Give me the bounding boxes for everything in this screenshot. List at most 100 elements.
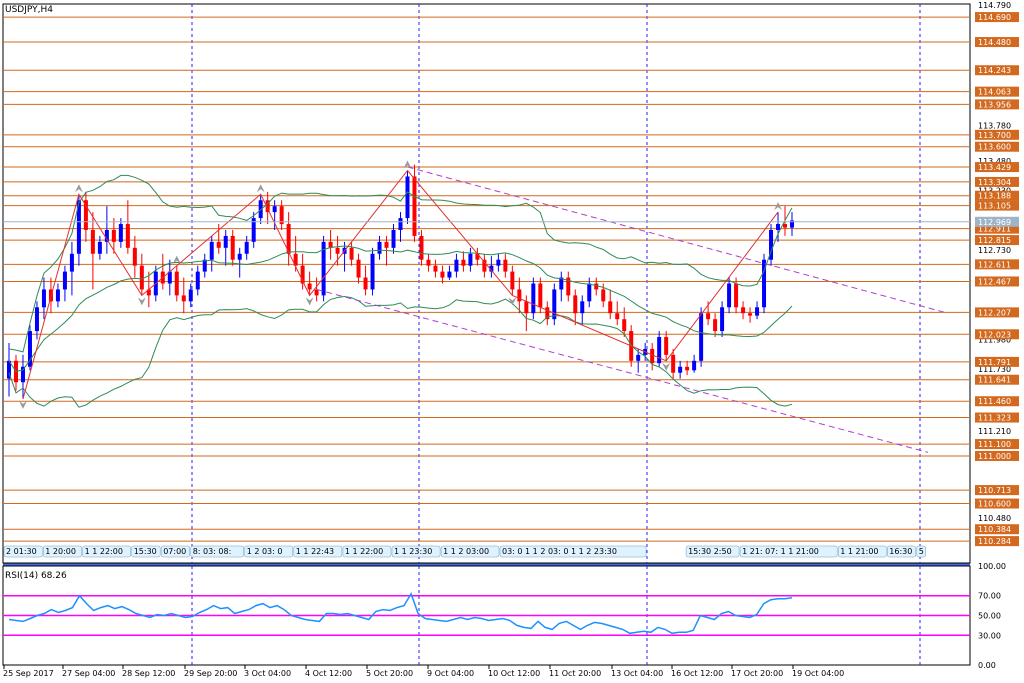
candle-body-41 bbox=[293, 253, 298, 266]
rsi-axis-label: 70.00 bbox=[978, 592, 1001, 601]
candle-body-54 bbox=[384, 241, 389, 248]
level-badge-text: 114.243 bbox=[978, 66, 1011, 75]
time-mark-text: 8: 03: 08: bbox=[193, 547, 232, 556]
candle-body-24 bbox=[174, 271, 179, 296]
candle-body-64 bbox=[454, 259, 459, 272]
level-badge-26 bbox=[975, 536, 1019, 547]
candle-body-83 bbox=[587, 283, 592, 302]
candle-body-25 bbox=[181, 295, 186, 302]
candle-body-88 bbox=[622, 319, 627, 332]
time-mark-15 bbox=[887, 545, 917, 558]
candle-body-20 bbox=[146, 289, 151, 296]
level-badge-text: 112.467 bbox=[978, 277, 1011, 286]
level-badge-text: 114.480 bbox=[978, 38, 1011, 47]
candle-body-71 bbox=[503, 259, 508, 272]
time-mark-0 bbox=[3, 545, 43, 558]
level-badge-text: 111.460 bbox=[978, 397, 1011, 406]
candle-body-53 bbox=[377, 241, 382, 254]
level-badge-text: 113.304 bbox=[978, 178, 1011, 187]
main-price-pane[interactable]: 114.790 114.690 114.480 114.243 114.063 113.9… bbox=[2, 1, 1019, 566]
candle-body-108 bbox=[762, 259, 767, 308]
level-badge-text: 111.791 bbox=[978, 358, 1011, 367]
level-badge-text: 113.105 bbox=[978, 202, 1011, 211]
candle-body-61 bbox=[433, 265, 438, 272]
level-badge-17 bbox=[975, 356, 1019, 367]
candle-body-18 bbox=[132, 247, 137, 266]
time-mark-text: 1 1 21:00 bbox=[840, 547, 878, 556]
candle-body-97 bbox=[685, 366, 690, 371]
time-mark-5 bbox=[190, 545, 244, 558]
candle-body-10 bbox=[76, 200, 81, 254]
date-axis-label: 10 Oct 12:00 bbox=[488, 669, 540, 678]
candle-body-60 bbox=[426, 259, 431, 266]
date-axis-label: 3 Oct 04:00 bbox=[244, 669, 291, 678]
level-badge-14 bbox=[975, 276, 1019, 287]
candle-body-56 bbox=[398, 218, 403, 230]
level-badge-22 bbox=[975, 450, 1019, 461]
time-mark-6 bbox=[244, 545, 294, 558]
candle-body-110 bbox=[776, 224, 781, 230]
candle-body-74 bbox=[524, 301, 529, 314]
level-badge-text: 111.000 bbox=[978, 452, 1011, 461]
time-mark-text: 1 2 03: 0 bbox=[247, 547, 283, 556]
level-badge-25 bbox=[975, 524, 1019, 535]
candle-body-111 bbox=[783, 224, 788, 228]
level-badge-text: 112.207 bbox=[978, 308, 1011, 317]
time-mark-text: 2 01:30 bbox=[6, 547, 37, 556]
fractal-up-arrow-6 bbox=[403, 160, 412, 169]
time-mark-text: 03: 0 1 1 2 03: 0 1 1 2 23:30 bbox=[502, 547, 617, 556]
level-badge-3 bbox=[975, 86, 1019, 97]
candle-body-2 bbox=[20, 366, 25, 383]
rsi-axis-label: 50.00 bbox=[978, 612, 1001, 621]
fractal-up-arrow-4 bbox=[256, 184, 265, 193]
level-badge-text: 114.063 bbox=[978, 88, 1011, 97]
candle-body-92 bbox=[650, 348, 655, 364]
rsi-pane[interactable]: 100.00 70.00 50.00 30.00 0.00 25 Sep 2017 27 S… bbox=[2, 562, 1006, 678]
time-mark-text: 15:30 bbox=[134, 547, 157, 556]
date-axis-label: 4 Oct 12:00 bbox=[305, 669, 352, 678]
time-mark-text: 1 20:00 bbox=[45, 547, 76, 556]
candle-body-13 bbox=[97, 241, 102, 254]
price-axis-label: 111.730 bbox=[978, 365, 1011, 374]
level-badge-15 bbox=[975, 307, 1019, 318]
band-middle bbox=[8, 245, 793, 373]
time-mark-text: 1 1 2 03:00 bbox=[443, 547, 489, 556]
candle-body-86 bbox=[608, 301, 613, 314]
candle-body-62 bbox=[440, 271, 445, 278]
candle-body-35 bbox=[251, 218, 256, 242]
date-axis-label: 11 Oct 20:00 bbox=[549, 669, 601, 678]
candle-body-4 bbox=[34, 307, 39, 332]
current-price-text: 112.969 bbox=[978, 218, 1011, 227]
level-badge-24 bbox=[975, 498, 1019, 509]
candle-body-106 bbox=[748, 313, 753, 316]
fractal-up-arrow-1 bbox=[74, 184, 83, 193]
candle-body-67 bbox=[475, 253, 480, 260]
time-mark-text: 07:00 bbox=[163, 547, 186, 556]
date-axis-label: 29 Sep 20:00 bbox=[184, 669, 237, 678]
candle-body-17 bbox=[125, 224, 130, 248]
band-upper bbox=[8, 174, 793, 353]
level-badge-19 bbox=[975, 396, 1019, 407]
price-axis-label: 113.480 bbox=[978, 157, 1011, 166]
candle-body-107 bbox=[755, 307, 760, 316]
time-mark-13 bbox=[739, 545, 838, 558]
level-badge-4 bbox=[975, 99, 1019, 110]
price-axis-label: 110.480 bbox=[978, 514, 1011, 523]
candle-body-95 bbox=[671, 354, 676, 373]
candle-body-58 bbox=[412, 176, 417, 236]
date-axis-label: 17 Oct 20:00 bbox=[731, 669, 783, 678]
date-axis-label: 19 Oct 04:00 bbox=[792, 669, 844, 678]
candle-body-70 bbox=[496, 259, 501, 266]
candle-body-43 bbox=[307, 283, 312, 290]
time-mark-text: 1 1 22:43 bbox=[296, 547, 334, 556]
price-axis-label: 114.790 bbox=[978, 1, 1011, 10]
candle-body-96 bbox=[678, 366, 683, 373]
level-badge-8 bbox=[975, 176, 1019, 187]
candle-body-29 bbox=[209, 241, 214, 260]
time-mark-12 bbox=[685, 545, 740, 558]
candle-body-30 bbox=[216, 241, 221, 248]
candle-body-7 bbox=[55, 289, 60, 302]
level-badge-text: 110.713 bbox=[978, 486, 1011, 495]
candle-body-57 bbox=[405, 176, 410, 219]
